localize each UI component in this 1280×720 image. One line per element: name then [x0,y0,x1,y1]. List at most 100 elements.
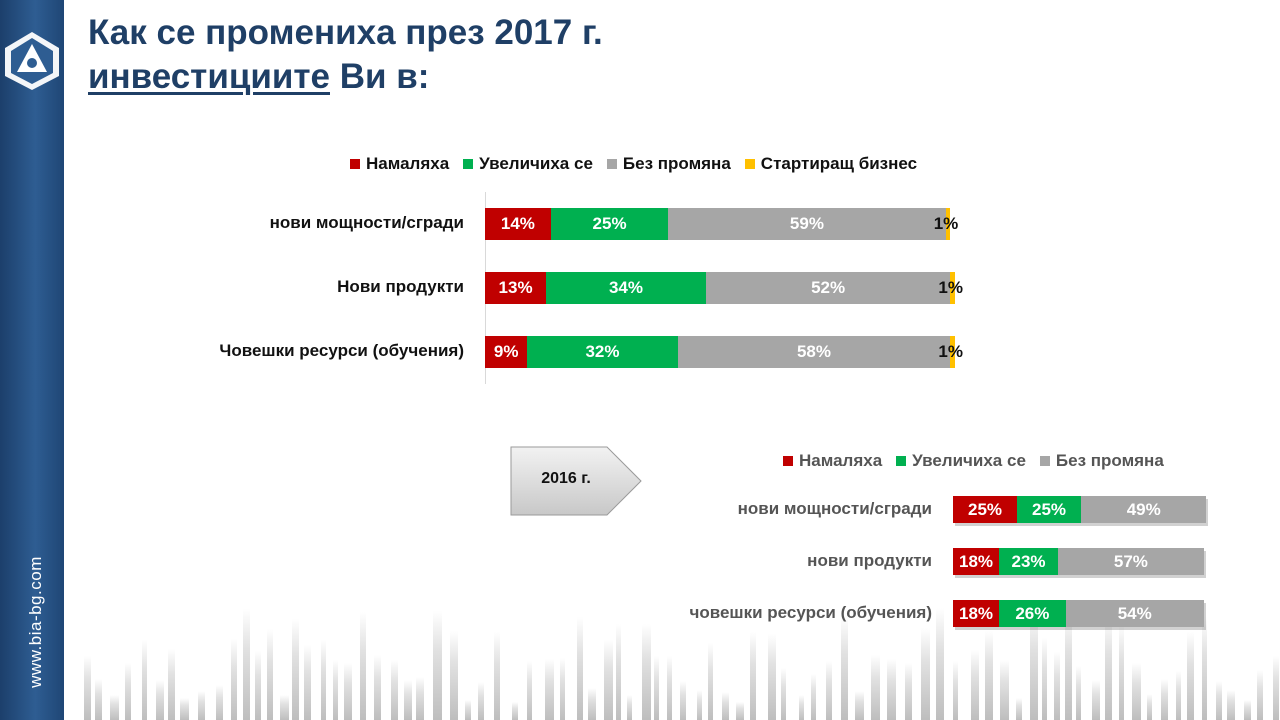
title-underlined-word: инвестициите [88,57,330,96]
legend-swatch [744,159,755,169]
decorative-bar [1042,638,1047,720]
decorative-bar [1092,680,1100,720]
decorative-bar [577,617,583,720]
decorative-bar [921,628,930,720]
decorative-bar [321,640,326,720]
decorative-bar [811,674,816,720]
decorative-bar [280,695,289,720]
decorative-bar [871,655,880,720]
data-label: 25% [967,499,1003,519]
bar-segment: 23% [999,548,1058,575]
data-label: 58% [796,342,831,361]
category-label: Човешки ресурси (обучения) [219,341,464,360]
legend-label: Увеличиха се [912,451,1026,470]
decorative-bar [416,677,424,720]
decorative-bar [110,695,119,720]
data-label: 26% [1015,603,1050,623]
page-title-line2: инвестициите Ви в: [88,56,429,98]
decorative-bar [374,655,381,720]
legend-2017: Намаляха Увеличиха се Без промяна Стартиращ… [350,154,931,174]
data-label: 18% [959,551,994,571]
decorative-bar [433,611,442,720]
data-label: 1% [938,278,963,297]
legend-entry: Без промяна [606,154,731,174]
legend-2016: Намаляха Увеличиха се Без промяна [783,451,1178,471]
legend-swatch [1039,456,1050,466]
decorative-bar [360,612,366,720]
decorative-bar [736,702,744,720]
decorative-bar [1161,679,1168,720]
title-rest: Ви в: [330,57,430,96]
decorative-bar [216,685,223,720]
data-label: 1% [933,214,959,233]
legend-entry: Стартиращ бизнес [744,154,918,174]
decorative-bar [156,680,164,720]
year-arrow [510,446,642,516]
decorative-bar [1176,671,1181,720]
bar-segment: 1% [938,272,963,304]
decorative-bar [180,698,189,720]
decorative-bar [971,650,979,720]
decorative-bar [142,640,147,720]
decorative-bar [667,656,672,720]
category-label: нови мощности/сгради [269,213,464,232]
decorative-bar [267,629,273,720]
decorative-bar [450,631,458,720]
data-label: 1% [938,342,963,361]
decorative-bar [95,679,102,720]
legend-label: Намаляха [799,451,883,470]
legend-entry: Намаляха [350,154,449,174]
legend-label: Стартиращ бизнес [760,154,918,173]
decorative-bar [1244,700,1251,720]
page-title-line1: Как се промениха през 2017 г. [88,13,603,52]
data-label: 14% [500,214,535,233]
bar-segment: 25% [1017,496,1081,523]
decorative-bar [1016,698,1022,720]
bar-segment: 18% [953,600,1000,627]
decorative-bar [1147,694,1152,720]
decorative-bar [905,663,912,720]
bar-segment: 1% [938,336,963,368]
decorative-bar [750,632,756,720]
decorative-bar [512,702,518,720]
data-label: 32% [585,342,620,361]
decorative-bar [642,624,651,720]
legend-label: Увеличиха се [479,154,593,173]
data-label: 13% [498,278,533,297]
decorative-bar [1054,652,1060,720]
decorative-bar [953,661,958,720]
category-label: нови продукти [807,550,932,570]
bar-segment: 25% [953,496,1017,523]
decorative-bar [1076,666,1081,720]
decorative-bar [292,619,299,720]
data-label: 25% [1031,499,1067,519]
decorative-bar [887,659,896,720]
bar-segment: 57% [1057,548,1204,575]
decorative-bar [627,695,632,720]
decorative-bar [1216,681,1222,720]
arrow-year-label: 2016 г. [541,470,591,487]
bar-segment: 25% [550,208,669,240]
bar-segment: 34% [546,272,706,304]
decorative-bar [391,660,398,720]
data-label: 54% [1117,603,1152,623]
bar-segment: 26% [999,600,1066,627]
legend-swatch [606,159,617,169]
data-label: 59% [789,214,824,233]
decorative-bar [588,688,596,720]
decorative-bars-background [84,608,1279,720]
decorative-bar [1227,690,1235,720]
data-label: 23% [1011,551,1046,571]
decorative-bar [654,656,659,720]
data-label: 9% [493,342,519,361]
decorative-bar [1105,616,1112,720]
decorative-bar [494,632,500,720]
data-label: 34% [608,278,643,297]
decorative-bar [344,663,352,720]
decorative-bar [604,640,613,720]
decorative-bar [708,643,713,720]
category-label: човешки ресурси (обучения) [689,602,933,622]
decorative-bar [1000,660,1009,720]
decorative-bar [1119,624,1124,720]
decorative-bar [84,656,91,720]
